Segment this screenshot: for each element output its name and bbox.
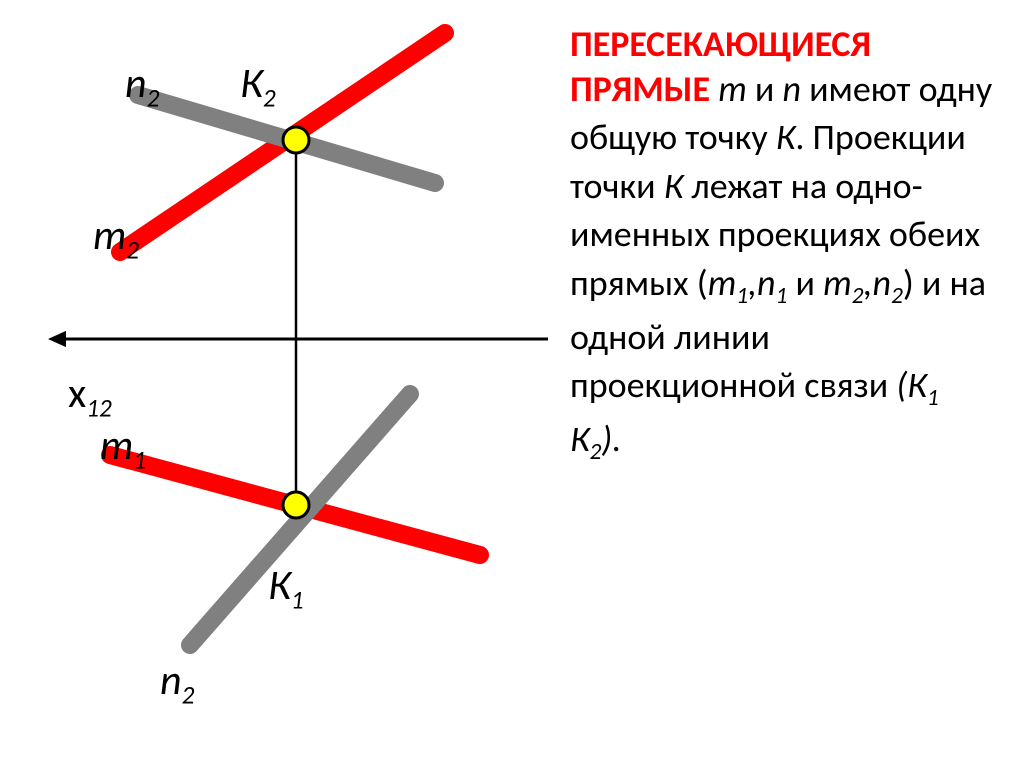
epure-diagram: n2 К2 m2 m1 К1 n2 x12 bbox=[0, 0, 570, 767]
axis-label: x12 bbox=[68, 368, 112, 423]
label-К2: К2 bbox=[240, 58, 276, 113]
point-K1 bbox=[283, 492, 309, 518]
label-m1: m1 bbox=[100, 420, 146, 475]
x-axis-arrow bbox=[48, 331, 66, 347]
label-n2: n2 bbox=[125, 58, 159, 113]
text-column: ПЕРЕСЕКАЮЩИЕСЯ ПРЯМЫЕ m и n имеют одну о… bbox=[570, 0, 1024, 767]
label-n2: n2 bbox=[160, 655, 194, 710]
sym-K: К bbox=[776, 115, 796, 159]
label-К1: К1 bbox=[268, 560, 304, 615]
sym-m: m bbox=[710, 67, 747, 111]
point-K2 bbox=[283, 127, 309, 153]
sym-n: n bbox=[782, 67, 801, 111]
label-m2: m2 bbox=[93, 210, 139, 265]
